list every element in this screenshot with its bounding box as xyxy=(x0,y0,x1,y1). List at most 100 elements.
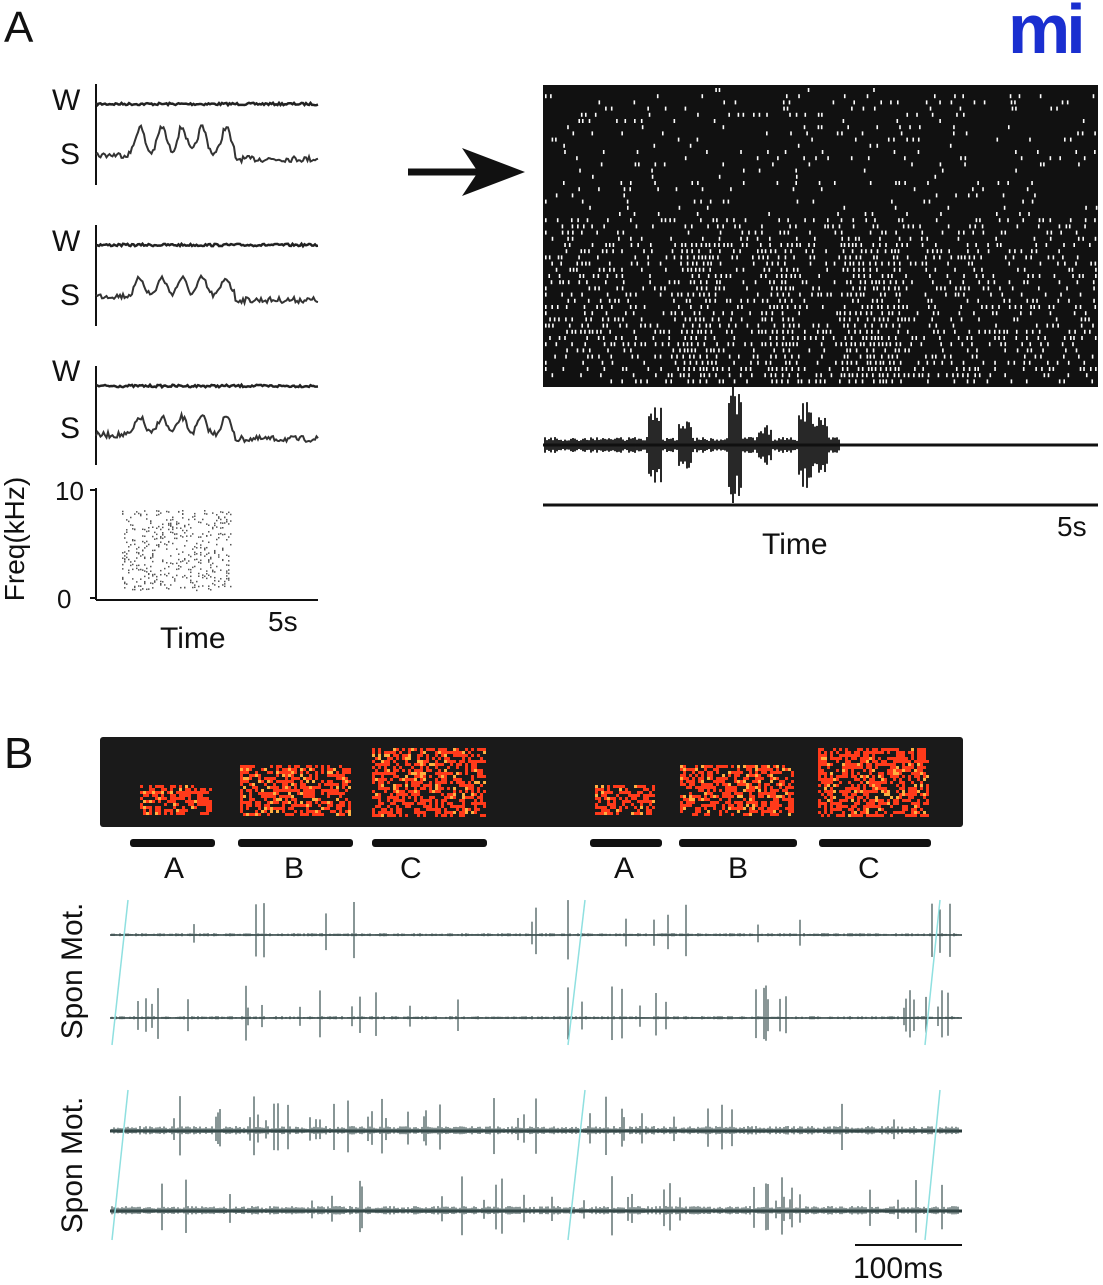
spectrogram-pixel xyxy=(725,789,728,792)
spectrogram-pixel xyxy=(622,803,625,806)
spectrogram-pixel xyxy=(752,765,755,768)
spectrogram-pixel xyxy=(713,804,716,807)
raster-gap xyxy=(1095,268,1097,272)
spectrogram-pixel xyxy=(315,771,318,774)
spectrogram-pixel xyxy=(878,787,881,790)
spectrogram-pixel xyxy=(396,763,399,766)
raster-gap xyxy=(954,94,956,98)
raster-gap xyxy=(689,317,691,321)
spectrogram-pixel xyxy=(190,572,192,574)
spectrogram-pixel xyxy=(393,799,396,802)
spectrogram-pixel xyxy=(160,529,162,531)
spectrogram-pixel xyxy=(845,769,848,772)
spectrogram-pixel xyxy=(152,794,155,797)
spectrogram-pixel xyxy=(282,783,285,786)
spectrogram-pixel xyxy=(156,528,158,530)
spectrogram-pixel xyxy=(375,778,378,781)
raster-gap xyxy=(834,262,836,266)
spectrogram-pixel xyxy=(140,803,143,806)
spectrogram-pixel xyxy=(255,786,258,789)
spectrogram-pixel xyxy=(309,768,312,771)
spectrogram-pixel xyxy=(261,768,264,771)
spectrogram-pixel xyxy=(758,783,761,786)
spectrogram-pixel xyxy=(309,804,312,807)
raster-gap xyxy=(891,200,893,204)
raster-gap xyxy=(705,255,707,259)
raster-gap xyxy=(630,305,632,309)
raster-gap xyxy=(1028,212,1030,216)
raster-gap xyxy=(671,373,673,377)
spectrogram-pixel xyxy=(707,813,710,816)
raster-gap xyxy=(832,224,834,228)
raster-gap xyxy=(1094,150,1096,154)
raster-gap xyxy=(852,218,854,222)
spectrogram-pixel xyxy=(782,798,785,801)
spectrogram-pixel xyxy=(845,754,848,757)
spectrogram-pixel xyxy=(249,777,252,780)
raster-gap xyxy=(687,342,689,346)
spectrogram-pixel xyxy=(908,751,911,754)
spectrogram-pixel xyxy=(911,802,914,805)
spectrogram-pixel xyxy=(830,754,833,757)
spectrogram-pixel xyxy=(291,780,294,783)
spectrogram-pixel xyxy=(208,561,210,563)
spectrogram-pixel xyxy=(128,570,130,572)
spectrogram-pixel xyxy=(378,793,381,796)
raster-gap xyxy=(592,175,594,179)
spectrogram-pixel xyxy=(208,588,210,590)
spectrogram-pixel xyxy=(640,812,643,815)
raster-gap xyxy=(715,286,717,290)
spectrogram-pixel xyxy=(833,784,836,787)
raster-gap xyxy=(693,367,695,371)
raster-gap xyxy=(647,255,649,259)
raster-gap xyxy=(822,150,824,154)
spectrogram-pixel xyxy=(833,796,836,799)
raster-gap xyxy=(931,317,933,321)
raster-gap xyxy=(700,305,702,309)
spectrogram-pixel xyxy=(622,785,625,788)
spectrogram-pixel xyxy=(435,778,438,781)
spectrogram-pixel xyxy=(342,768,345,771)
spectrogram-pixel xyxy=(306,786,309,789)
raster-gap xyxy=(694,280,696,284)
spectrogram-pixel xyxy=(896,751,899,754)
spectrogram-pixel xyxy=(408,778,411,781)
raster-gap xyxy=(904,181,906,185)
spectrogram-pixel xyxy=(860,781,863,784)
spectrogram-pixel xyxy=(761,807,764,810)
raster-gap xyxy=(709,324,711,328)
spectrogram-pixel xyxy=(124,587,126,589)
spectrogram-pixel xyxy=(839,805,842,808)
raster-gap xyxy=(739,249,741,253)
raster-gap xyxy=(618,317,620,321)
spectrogram-pixel xyxy=(390,778,393,781)
spectrogram-pixel xyxy=(173,806,176,809)
raster-gap xyxy=(603,268,605,272)
raster-gap xyxy=(1004,206,1006,210)
spectrogram-pixel xyxy=(206,523,208,525)
raster-gap xyxy=(741,305,743,309)
spectrogram-pixel xyxy=(776,768,779,771)
spectrogram-pixel xyxy=(309,774,312,777)
spectrogram-pixel xyxy=(309,810,312,813)
spectrogram-pixel xyxy=(140,555,142,557)
spectrogram-pixel xyxy=(276,774,279,777)
spectrogram-pixel xyxy=(291,804,294,807)
spectrogram-pixel xyxy=(881,808,884,811)
spectrogram-pixel xyxy=(173,797,176,800)
raster-gap xyxy=(545,342,547,346)
w-trace xyxy=(96,385,318,387)
raster-gap xyxy=(597,255,599,259)
spectrogram-pixel xyxy=(914,802,917,805)
raster-gap xyxy=(735,100,737,104)
spectrogram-pixel xyxy=(646,788,649,791)
spectrogram-pixel xyxy=(818,760,821,763)
raster-gap xyxy=(796,361,798,365)
spectrogram-pixel xyxy=(622,800,625,803)
spectrogram-pixel xyxy=(827,793,830,796)
raster-gap xyxy=(948,249,950,253)
raster-gap xyxy=(661,218,663,222)
spectrogram-pixel xyxy=(168,541,170,543)
raster-gap xyxy=(882,379,884,383)
spectrogram-pixel xyxy=(399,793,402,796)
